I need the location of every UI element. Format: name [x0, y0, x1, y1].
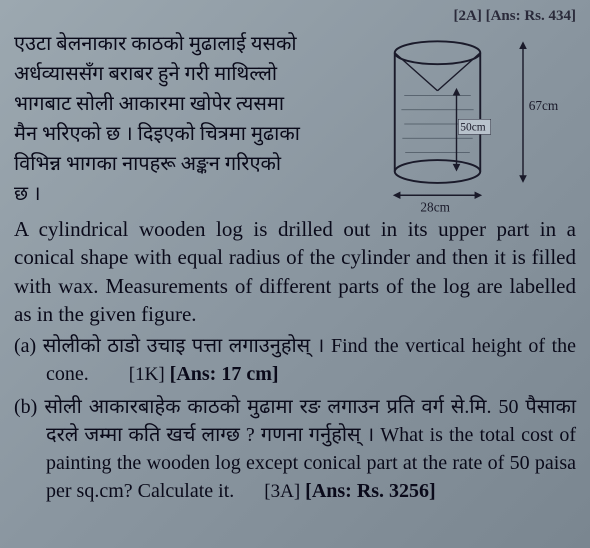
label-50cm: 50cm	[460, 122, 485, 134]
label-67cm: 67cm	[529, 98, 559, 113]
part-b-answer: [Ans: Rs. 3256]	[305, 480, 436, 502]
nepali-question-text: एउटा बेलनाकार काठको मुढालाई यसको अर्धव्य…	[14, 29, 354, 209]
part-b-marks: [3A]	[264, 481, 300, 502]
cylinder-diagram: 50cm 67cm 28cm	[366, 29, 566, 219]
english-question-text: A cylindrical wooden log is drilled out …	[14, 215, 576, 328]
cylinder-svg: 50cm 67cm 28cm	[366, 29, 566, 219]
part-a-label: (a)	[14, 335, 36, 357]
part-a: (a) सोलीको ठाडो उचाइ पत्ता लगाउनुहोस् । …	[14, 332, 576, 389]
question-content: एउटा बेलनाकार काठको मुढालाई यसको अर्धव्य…	[14, 29, 576, 209]
part-a-marks: [1K]	[129, 364, 165, 385]
nepali-line-4: मैन भरिएको छ । दिइएको चित्रमा मुढाका	[14, 123, 300, 145]
part-b: (b) सोली आकारबाहेक काठको मुढामा रङ लगाउन…	[14, 393, 576, 506]
nepali-line-5: विभिन्न भागका नापहरू अङ्कन गरिएको	[14, 153, 281, 175]
part-a-nepali: सोलीको ठाडो उचाइ पत्ता लगाउनुहोस् ।	[43, 335, 325, 357]
nepali-line-3: भागबाट सोली आकारमा खोपेर त्यसमा	[14, 93, 284, 115]
nepali-line-6: छ ।	[14, 183, 41, 205]
nepali-line-1: एउटा बेलनाकार काठको मुढालाई यसको	[14, 33, 297, 55]
header-previous-answer: [2A] [Ans: Rs. 434]	[14, 8, 576, 25]
part-a-answer: [Ans: 17 cm]	[170, 363, 279, 385]
part-b-label: (b)	[14, 396, 37, 418]
nepali-line-2: अर्धव्याससँग बराबर हुने गरी माथिल्लो	[14, 63, 277, 85]
label-28cm: 28cm	[420, 199, 450, 214]
